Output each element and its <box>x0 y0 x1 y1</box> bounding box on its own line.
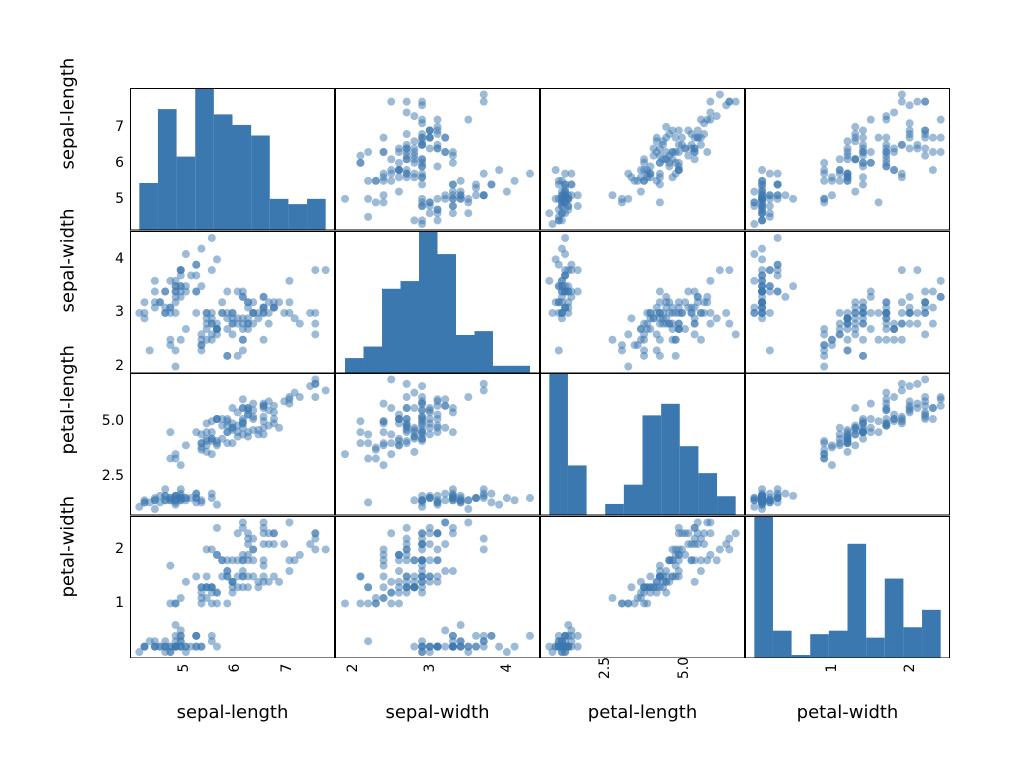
panel-sepal-width-vs-petal-length <box>540 231 745 374</box>
ytick-petal-length-2.5: 2.5 <box>102 468 124 484</box>
ytick-sepal-width-3: 3 <box>115 304 124 320</box>
xtick-petal-width-1: 1 <box>824 664 840 673</box>
panel-sepal-width-vs-sepal-width <box>335 231 540 374</box>
xlabel-petal-width: petal-width <box>745 702 950 723</box>
ytick-petal-width-1: 1 <box>115 595 124 611</box>
panel-sepal-width-vs-petal-width <box>745 231 950 374</box>
ytick-sepal-length-6: 6 <box>115 155 124 171</box>
panel-petal-length-vs-sepal-length <box>130 373 335 516</box>
ylabel-petal-length: petal-length <box>58 435 79 455</box>
panel-sepal-length-vs-petal-width <box>745 88 950 231</box>
panel-petal-width-vs-sepal-width <box>335 516 540 659</box>
ytick-petal-width-2: 2 <box>115 541 124 557</box>
xtick-sepal-width-4: 4 <box>499 664 515 673</box>
panel-petal-width-vs-petal-length <box>540 516 745 659</box>
ytick-sepal-width-4: 4 <box>115 251 124 267</box>
ytick-petal-length-5: 5.0 <box>102 413 124 429</box>
panel-petal-length-vs-petal-length <box>540 373 745 516</box>
panel-sepal-length-vs-sepal-width <box>335 88 540 231</box>
panel-petal-length-vs-sepal-width <box>335 373 540 516</box>
scatter-matrix <box>130 88 950 658</box>
ytick-sepal-width-2: 2 <box>115 358 124 374</box>
panel-petal-width-vs-petal-width <box>745 516 950 659</box>
xtick-sepal-length-6: 6 <box>227 664 243 673</box>
ytick-sepal-length-7: 7 <box>115 119 124 135</box>
ylabel-sepal-width: sepal-width <box>58 292 79 312</box>
panel-sepal-length-vs-sepal-length <box>130 88 335 231</box>
xtick-sepal-width-2: 2 <box>345 664 361 673</box>
panel-petal-width-vs-sepal-length <box>130 516 335 659</box>
ylabel-petal-width: petal-width <box>58 577 79 597</box>
xtick-petal-length-2.5: 2.5 <box>597 657 613 679</box>
xlabel-petal-length: petal-length <box>540 702 745 723</box>
xtick-sepal-width-3: 3 <box>422 664 438 673</box>
xtick-petal-length-5: 5.0 <box>676 657 692 679</box>
xtick-sepal-length-7: 7 <box>279 664 295 673</box>
xtick-sepal-length-5: 5 <box>176 664 192 673</box>
xtick-petal-width-2: 2 <box>902 664 918 673</box>
panel-sepal-width-vs-sepal-length <box>130 231 335 374</box>
xlabel-sepal-width: sepal-width <box>335 702 540 723</box>
ytick-sepal-length-5: 5 <box>115 191 124 207</box>
ylabel-sepal-length: sepal-length <box>58 150 79 170</box>
panel-sepal-length-vs-petal-length <box>540 88 745 231</box>
panel-petal-length-vs-petal-width <box>745 373 950 516</box>
xlabel-sepal-length: sepal-length <box>130 702 335 723</box>
